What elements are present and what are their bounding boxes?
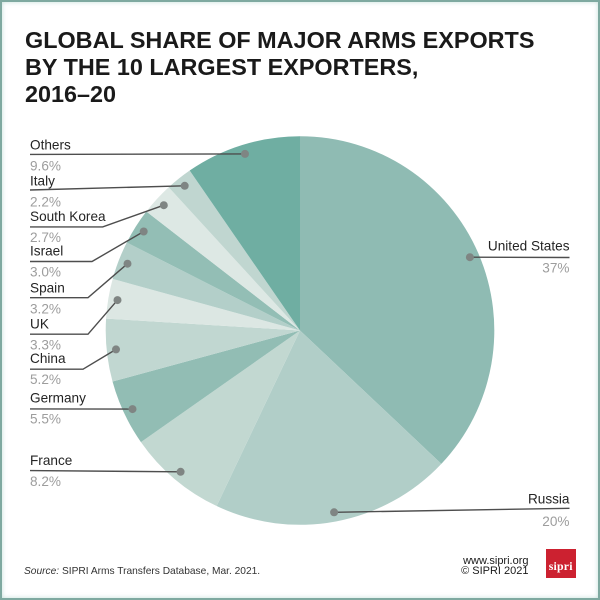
svg-text:3.3%: 3.3% (30, 337, 61, 352)
svg-text:3.2%: 3.2% (30, 301, 61, 316)
svg-text:20%: 20% (542, 514, 569, 529)
svg-text:United States: United States (488, 238, 570, 253)
svg-text:France: France (30, 453, 72, 468)
svg-text:5.2%: 5.2% (30, 372, 61, 387)
svg-text:5.5%: 5.5% (30, 412, 61, 427)
svg-text:China: China (30, 351, 66, 366)
svg-text:Others: Others (30, 137, 71, 152)
svg-text:Italy: Italy (30, 173, 55, 188)
svg-text:9.6%: 9.6% (30, 158, 61, 173)
svg-text:Israel: Israel (30, 244, 63, 259)
svg-text:3.0%: 3.0% (30, 265, 61, 280)
svg-text:2.2%: 2.2% (30, 194, 61, 209)
svg-text:8.2%: 8.2% (30, 474, 61, 489)
svg-text:Spain: Spain (30, 280, 65, 295)
svg-text:37%: 37% (542, 261, 569, 276)
svg-text:UK: UK (30, 316, 49, 331)
svg-text:Germany: Germany (30, 391, 86, 406)
svg-text:Russia: Russia (528, 492, 570, 507)
svg-text:South Korea: South Korea (30, 209, 106, 224)
svg-text:2.7%: 2.7% (30, 230, 61, 245)
